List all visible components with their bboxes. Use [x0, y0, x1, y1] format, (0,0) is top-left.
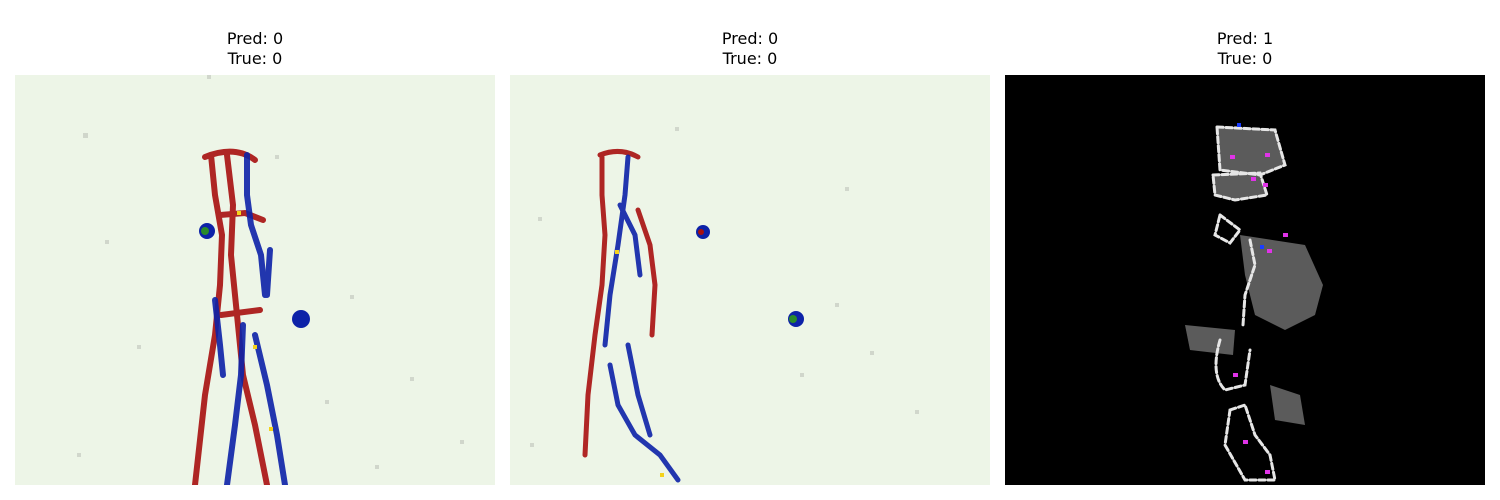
- panel-2-pred-label: Pred: 0: [721, 29, 779, 48]
- panel-1-title: Pred: 0 True: 0: [15, 29, 495, 69]
- panel-3-true-label: True: 0: [1217, 49, 1273, 68]
- panel-2: Pred: 0 True: 0: [510, 0, 990, 500]
- panel-2-image: [510, 75, 990, 485]
- panel-3-pred-label: Pred: 1: [1216, 29, 1274, 48]
- panel-2-title: Pred: 0 True: 0: [510, 29, 990, 69]
- panel-2-true-label: True: 0: [722, 49, 778, 68]
- panel-3-image: [1005, 75, 1485, 485]
- panel-1: Pred: 0 True: 0: [15, 0, 495, 500]
- panel-3: Pred: 1 True: 0: [1005, 0, 1485, 500]
- panel-1-pred-label: Pred: 0: [226, 29, 284, 48]
- panel-1-image: [15, 75, 495, 485]
- panel-1-true-label: True: 0: [227, 49, 283, 68]
- panel-3-title: Pred: 1 True: 0: [1005, 29, 1485, 69]
